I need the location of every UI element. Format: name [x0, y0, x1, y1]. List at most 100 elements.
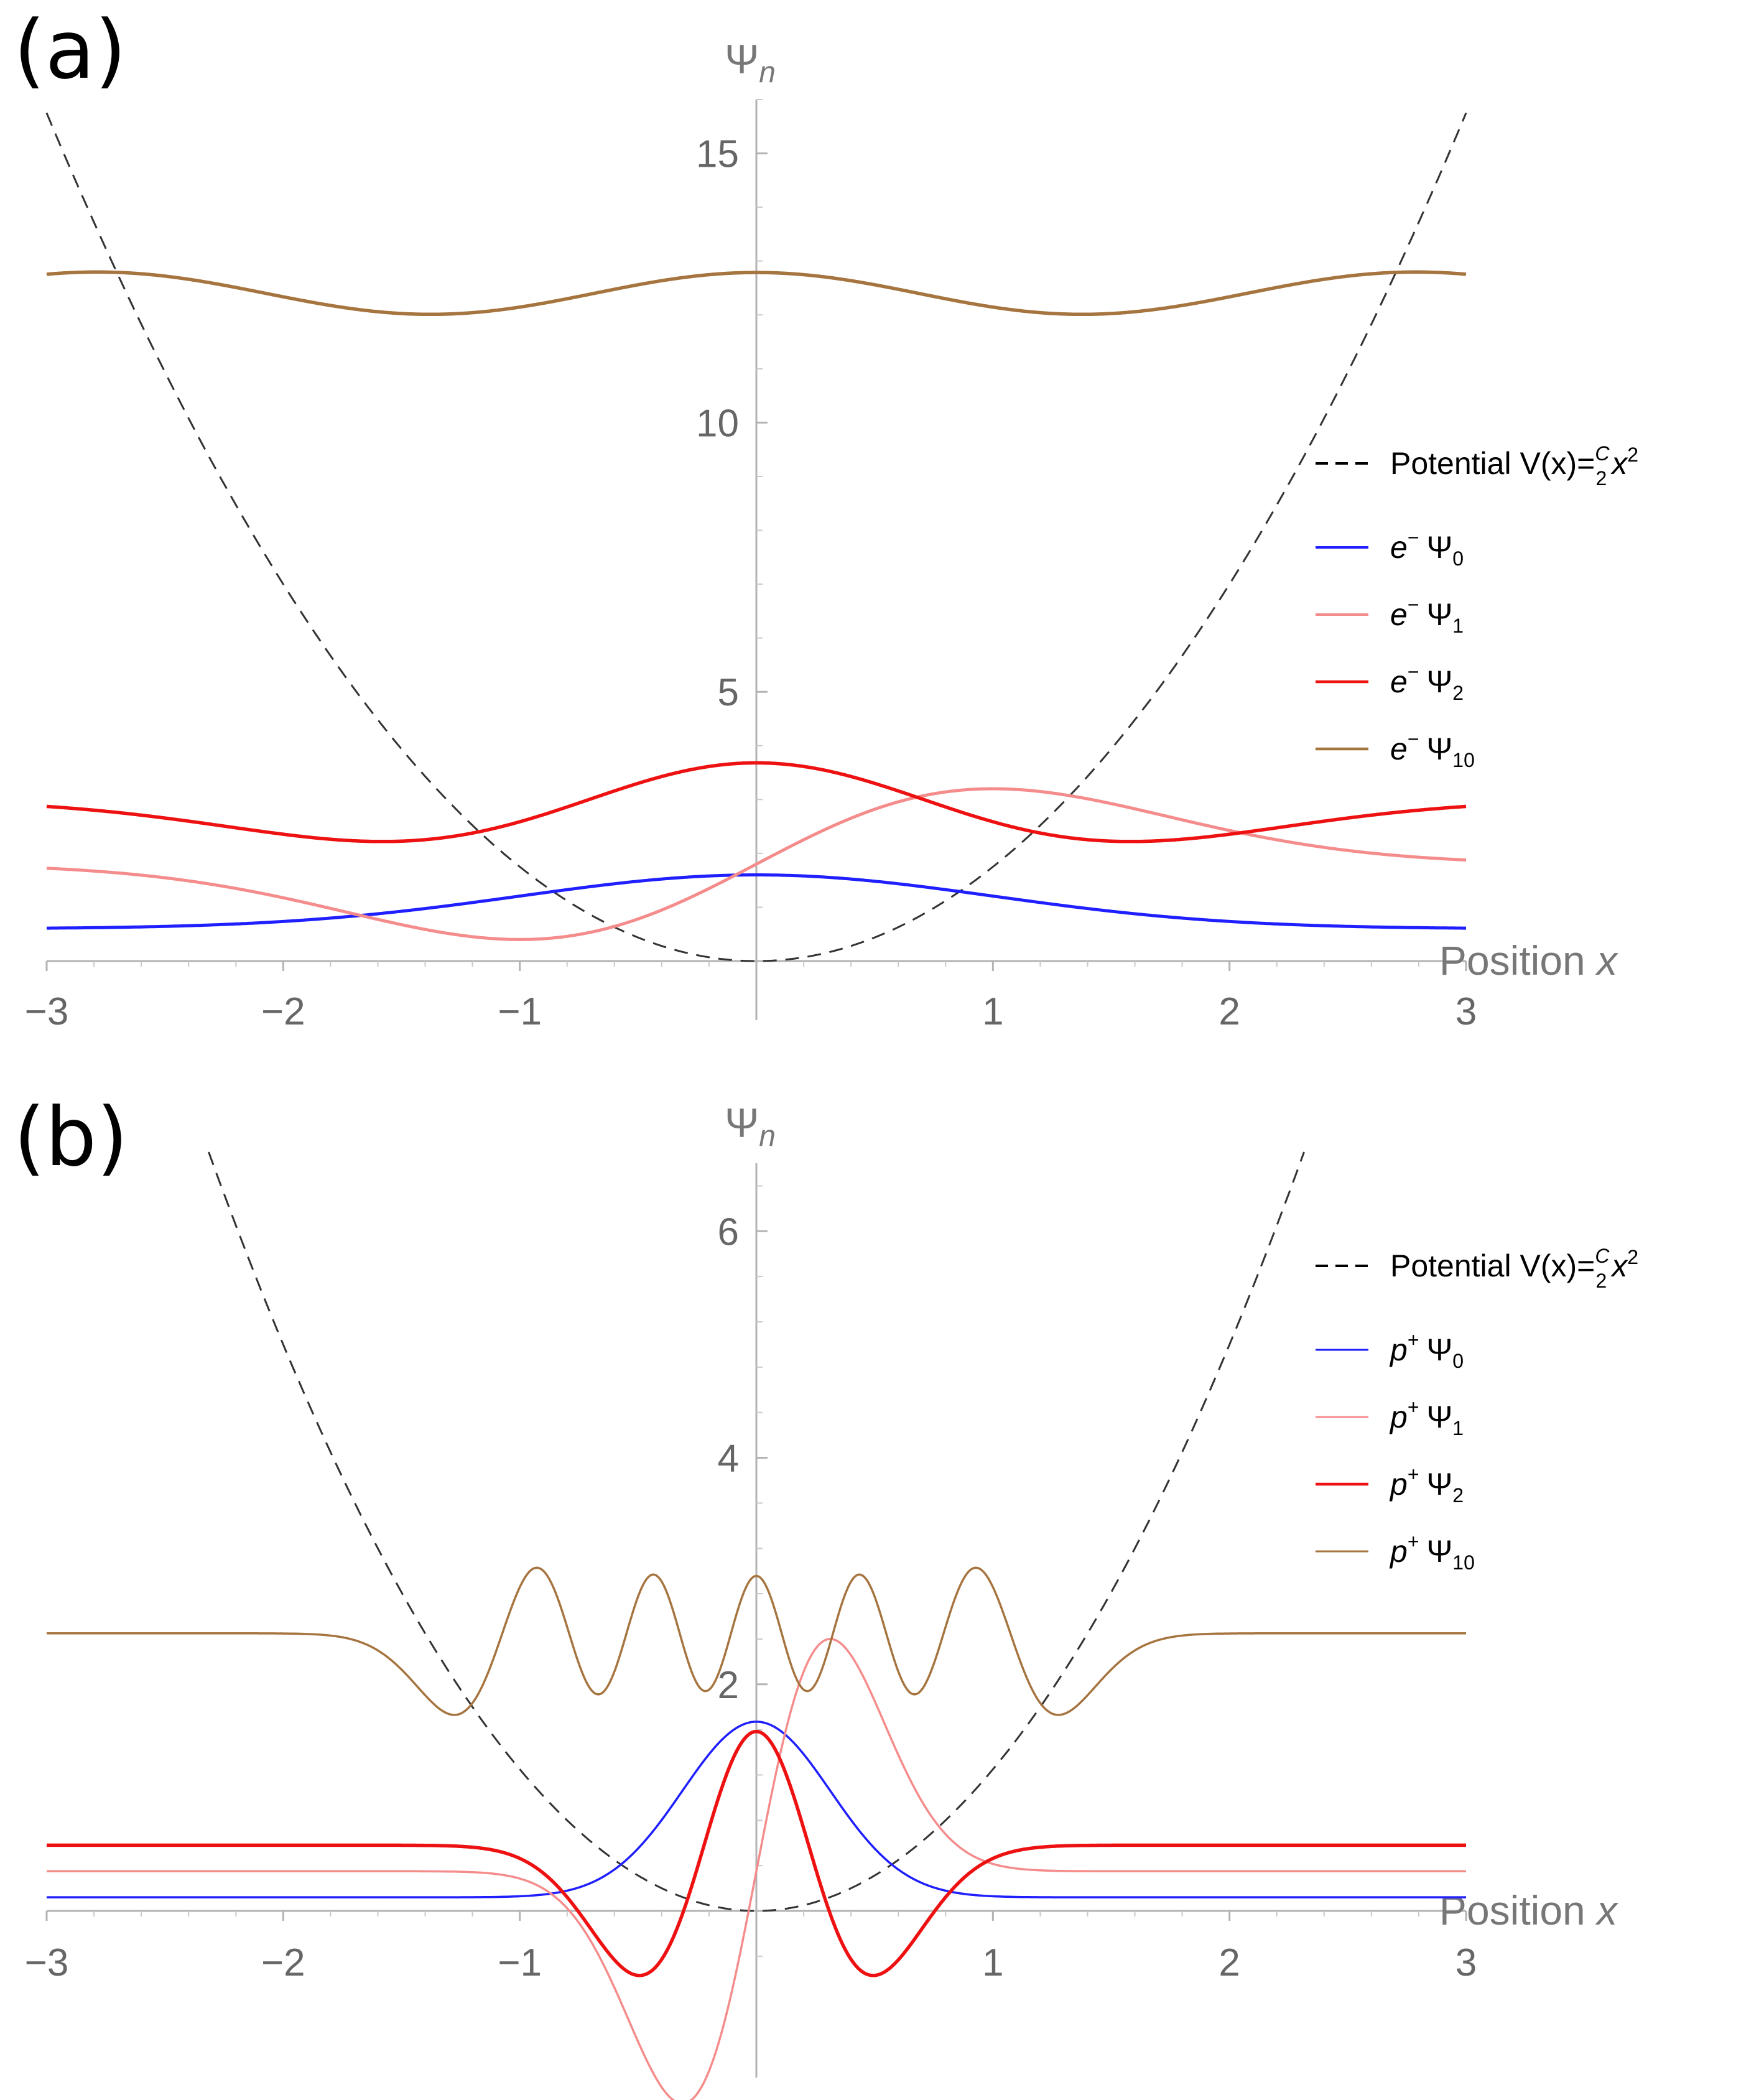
- legend-label-psi1: e− Ψ1: [1390, 593, 1464, 637]
- x-tick-label: 2: [1219, 990, 1240, 1033]
- legend-label-potential: Potential V(x)=C 2 x2: [1390, 442, 1638, 490]
- legend-potential-exp: 2: [1627, 444, 1638, 466]
- y-tick-label: 6: [718, 1210, 739, 1253]
- legend-label-psi10: e− Ψ10: [1390, 728, 1475, 771]
- legend-psi-sub: 10: [1452, 749, 1475, 771]
- legend-label-psi0: e− Ψ0: [1390, 526, 1464, 570]
- y-tick-label: 10: [696, 402, 739, 445]
- legend-fraction-den: 2: [1595, 467, 1607, 490]
- x-tick-label: 2: [1219, 1941, 1240, 1984]
- legend-fraction-den: 2: [1595, 1270, 1607, 1292]
- series-line-psi10: [45, 270, 1467, 317]
- x-tick-label: 3: [1455, 1941, 1477, 1984]
- legend-particle: p: [1389, 1467, 1408, 1502]
- legend-particle-sup: +: [1408, 1530, 1419, 1553]
- series-line-psi1: [45, 787, 1467, 941]
- x-tick-label: −1: [498, 990, 542, 1033]
- legend-potential-text: Potential V(x)=: [1390, 446, 1595, 481]
- panel-b-curves: [45, 1151, 1467, 2100]
- y-tick-label: 2: [718, 1664, 739, 1707]
- legend-fraction-num: C: [1595, 442, 1610, 465]
- x-tick-label: −2: [261, 990, 305, 1033]
- x-tick-label: −1: [498, 1941, 542, 1984]
- legend-psi-sub: 10: [1452, 1551, 1475, 1574]
- legend-psi-sub: 2: [1452, 1484, 1464, 1507]
- panel-label-a: (a): [14, 2, 126, 97]
- legend-potential-x: x: [1610, 446, 1628, 481]
- legend-psi-sub: 2: [1452, 682, 1464, 704]
- potential-curve: [208, 1151, 1305, 1912]
- x-axis-title-var: x: [1595, 1887, 1618, 1933]
- potential-curve: [45, 113, 1467, 962]
- legend-particle: p: [1389, 1534, 1408, 1569]
- legend-particle-sup: −: [1408, 661, 1419, 683]
- y-axis-title: Ψn: [725, 36, 776, 89]
- legend-psi: Ψ: [1427, 1467, 1453, 1502]
- y-axis-title-psi: Ψ: [725, 36, 759, 82]
- x-axis-title: Position x: [1439, 1887, 1618, 1933]
- legend-particle: e: [1390, 530, 1408, 565]
- series-line-psi0: [45, 873, 1467, 930]
- legend-psi-sub: 1: [1452, 615, 1464, 637]
- x-tick-label: 3: [1455, 990, 1477, 1033]
- legend-fraction-num: C: [1595, 1245, 1610, 1267]
- legend-label-psi0: p+ Ψ0: [1389, 1329, 1464, 1372]
- y-axis-title: Ψn: [725, 1100, 776, 1153]
- legend-label-psi2: e− Ψ2: [1390, 661, 1464, 704]
- series-line-psi10: [46, 1566, 1467, 1716]
- panel-a-legend: Potential V(x)=C 2 x2e− Ψ0e− Ψ1e− Ψ2e− Ψ10: [1316, 442, 1638, 771]
- legend-psi-sub: 0: [1452, 547, 1464, 570]
- legend-label-psi10: p+ Ψ10: [1389, 1530, 1475, 1574]
- legend-psi: Ψ: [1427, 1400, 1453, 1434]
- legend-particle-sup: +: [1408, 1463, 1419, 1485]
- x-tick-label: −3: [25, 1941, 69, 1984]
- legend-psi: Ψ: [1427, 1534, 1453, 1569]
- series-line-psi2: [45, 761, 1467, 843]
- legend-particle: p: [1389, 1400, 1408, 1434]
- legend-psi: Ψ: [1427, 664, 1453, 699]
- series-line-psi0: [46, 1721, 1467, 1898]
- y-tick-label: 4: [718, 1438, 739, 1480]
- x-tick-label: −3: [25, 990, 69, 1033]
- legend-potential-x: x: [1610, 1248, 1628, 1283]
- legend-potential-text: Potential V(x)=: [1390, 1248, 1595, 1283]
- legend-psi: Ψ: [1427, 530, 1453, 565]
- panel-b: (b) −3 −2 −1 1 2 3 2 4 6 Position x Ψn Potential V…: [14, 1090, 1638, 2100]
- legend-particle: e: [1390, 597, 1408, 632]
- series-line-psi1: [46, 1638, 1467, 2100]
- panel-label-b: (b): [14, 1090, 128, 1184]
- y-axis-title-psi: Ψ: [725, 1100, 759, 1146]
- x-tick-label: 1: [982, 990, 1003, 1033]
- legend-psi: Ψ: [1427, 597, 1453, 632]
- y-tick-label: 15: [696, 133, 739, 176]
- legend-psi: Ψ: [1427, 1332, 1453, 1367]
- legend-particle-sup: −: [1408, 526, 1419, 549]
- y-tick-label: 5: [718, 671, 739, 714]
- legend-particle-sup: −: [1408, 728, 1419, 750]
- legend-psi: Ψ: [1427, 732, 1453, 766]
- y-axis-title-sub: n: [759, 1120, 776, 1153]
- legend-potential-exp: 2: [1627, 1246, 1638, 1268]
- x-tick-label: −2: [261, 1941, 305, 1984]
- legend-label-potential: Potential V(x)=C 2 x2: [1390, 1245, 1638, 1292]
- x-axis-title-var: x: [1595, 937, 1618, 983]
- panel-b-axes: −3 −2 −1 1 2 3 2 4 6 Position x Ψn: [25, 1100, 1618, 2078]
- legend-psi-sub: 1: [1452, 1417, 1464, 1439]
- panel-a-curves: [45, 113, 1467, 962]
- legend-particle: p: [1389, 1332, 1408, 1367]
- legend-particle-sup: +: [1408, 1329, 1419, 1351]
- legend-psi-sub: 0: [1452, 1350, 1464, 1372]
- legend-particle-sup: −: [1408, 593, 1419, 616]
- legend-particle: e: [1390, 664, 1408, 699]
- series-line-psi2: [45, 1729, 1467, 1977]
- x-axis-title-word: Position: [1439, 937, 1597, 983]
- legend-particle-sup: +: [1408, 1396, 1419, 1418]
- y-axis-title-sub: n: [759, 56, 776, 89]
- panel-b-legend: Potential V(x)=C 2 x2p+ Ψ0p+ Ψ1p+ Ψ2p+ Ψ10: [1316, 1245, 1638, 1574]
- legend-label-psi2: p+ Ψ2: [1389, 1463, 1464, 1507]
- x-tick-label: 1: [982, 1941, 1003, 1984]
- x-axis-title-word: Position: [1439, 1887, 1597, 1933]
